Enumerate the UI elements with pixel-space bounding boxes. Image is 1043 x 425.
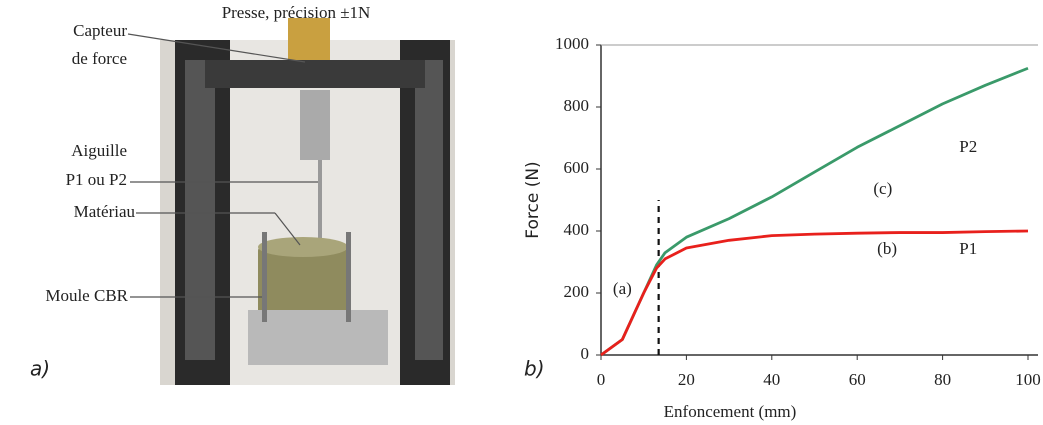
photo-title: Presse, précision ±1N: [222, 3, 371, 22]
annotation: (a): [613, 279, 632, 298]
photo-label: de force: [72, 49, 127, 68]
annotation: P1: [959, 239, 977, 258]
annotation: P2: [959, 137, 977, 156]
leader-lines: [127, 33, 318, 298]
photo: [160, 18, 455, 385]
panel-label: b): [524, 357, 545, 381]
photo-label: Moule CBR: [45, 286, 128, 305]
photo-label: Matériau: [74, 202, 136, 221]
x-tick-label: 40: [763, 370, 780, 389]
y-tick-label: 0: [581, 344, 590, 363]
y-tick-label: 600: [564, 158, 590, 177]
x-tick-label: 20: [678, 370, 695, 389]
photo-label: Capteur: [73, 21, 127, 40]
x-tick-label: 60: [849, 370, 866, 389]
x-tick-label: 80: [934, 370, 951, 389]
annotation: (b): [877, 239, 897, 258]
annotation: (c): [873, 179, 892, 198]
y-axis-label: Force (N): [523, 161, 543, 238]
photo-label: P1 ou P2: [66, 170, 127, 189]
y-tick-label: 200: [564, 282, 590, 301]
x-tick-label: 100: [1015, 370, 1041, 389]
line-series: [600, 66, 1029, 357]
y-tick-label: 400: [564, 220, 590, 239]
x-tick-label: 0: [597, 370, 606, 389]
y-tick-label: 800: [564, 96, 590, 115]
panel-label: a): [30, 357, 50, 381]
photo-label: Aiguille: [71, 141, 127, 160]
x-axis-label: Enfoncement (mm): [664, 402, 797, 421]
line-series: [600, 229, 1029, 357]
y-tick-label: 1000: [555, 34, 589, 53]
